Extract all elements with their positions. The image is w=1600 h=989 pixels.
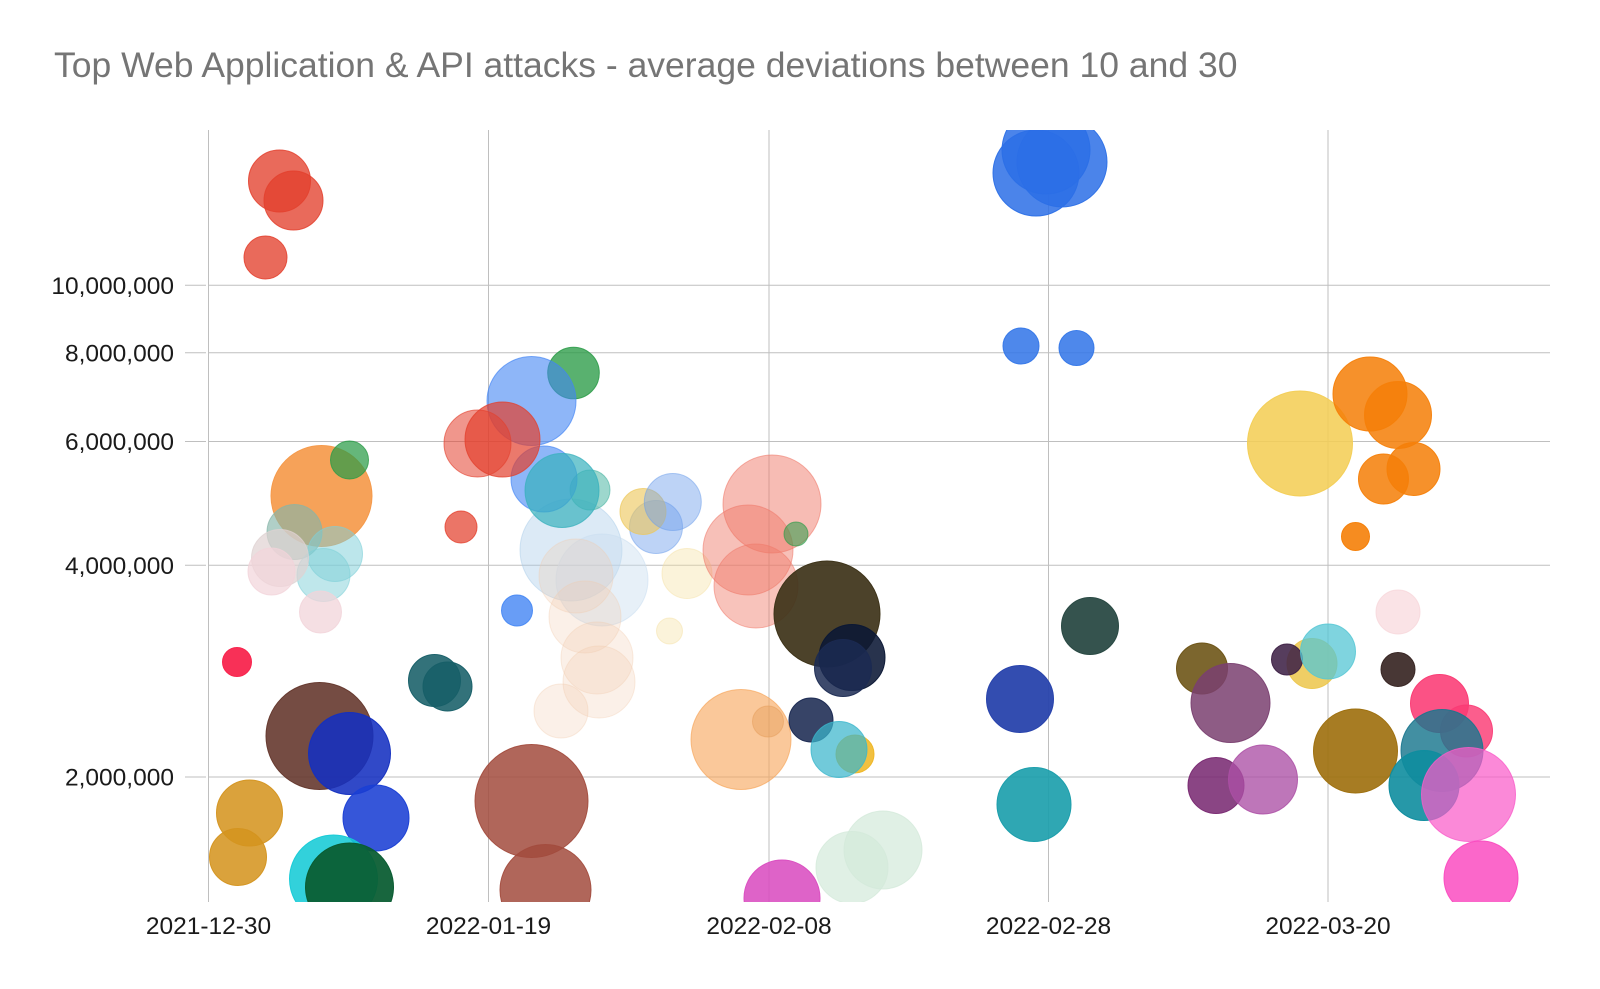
svg-text:2,000,000: 2,000,000 — [65, 765, 174, 792]
svg-text:4,000,000: 4,000,000 — [65, 553, 174, 580]
svg-text:6,000,000: 6,000,000 — [65, 429, 174, 456]
svg-text:8,000,000: 8,000,000 — [65, 340, 174, 367]
svg-text:Top Web Application & API atta: Top Web Application & API attacks - aver… — [54, 45, 1237, 85]
svg-text:2022-02-08: 2022-02-08 — [706, 913, 831, 940]
svg-text:2022-01-19: 2022-01-19 — [426, 913, 551, 940]
svg-text:2022-03-20: 2022-03-20 — [1265, 913, 1390, 940]
svg-text:2022-02-28: 2022-02-28 — [986, 913, 1111, 940]
svg-text:2021-12-30: 2021-12-30 — [146, 913, 271, 940]
svg-text:10,000,000: 10,000,000 — [51, 273, 174, 300]
